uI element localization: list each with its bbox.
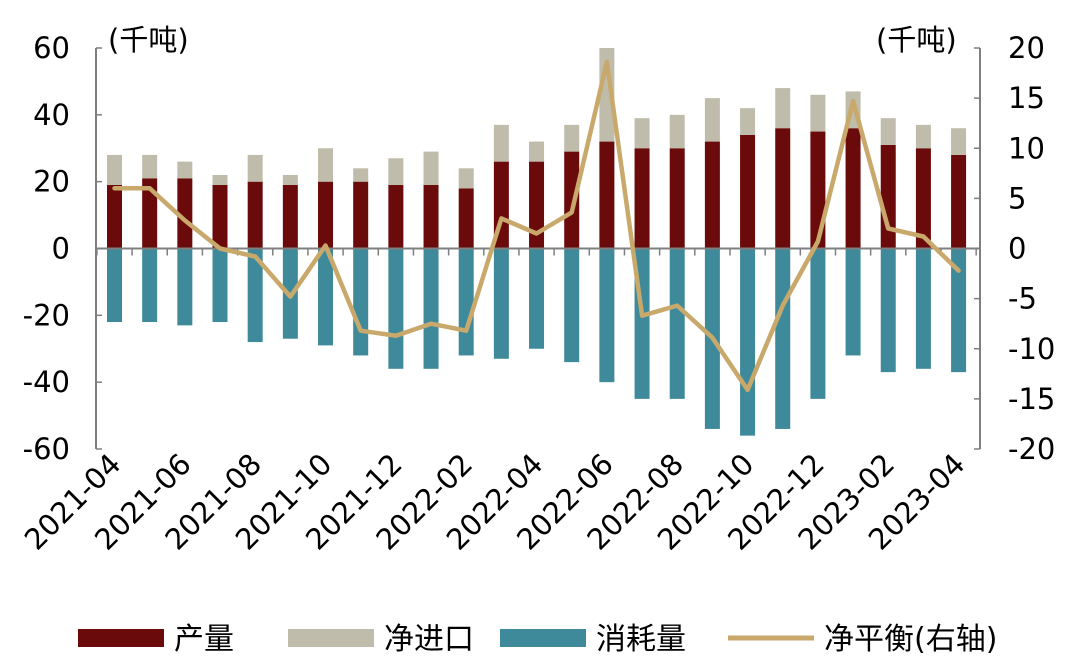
- bar-consumption: [177, 248, 193, 326]
- bar-consumption: [318, 248, 334, 346]
- bar-production: [669, 148, 685, 249]
- right-tick-label: -20: [1008, 432, 1055, 466]
- bar-production: [282, 185, 298, 249]
- bar-consumption: [247, 248, 263, 343]
- bar-net-import: [915, 124, 931, 149]
- bar-consumption: [423, 248, 439, 369]
- bars-layer: [107, 48, 967, 436]
- bar-production: [880, 144, 896, 249]
- bar-production: [529, 161, 545, 249]
- bar-production: [318, 181, 334, 249]
- bar-production: [915, 148, 931, 249]
- legend-label: 产量: [174, 622, 234, 657]
- bar-net-import: [353, 168, 369, 182]
- right-tick-label: -15: [1008, 382, 1055, 416]
- bar-consumption: [845, 248, 861, 356]
- net-balance-line-layer: [112, 59, 961, 393]
- bar-net-import: [951, 128, 967, 155]
- bar-net-import: [142, 154, 158, 179]
- bar-net-import: [880, 118, 896, 145]
- bar-net-import: [318, 148, 334, 182]
- right-axis-unit: (千吨): [876, 23, 957, 57]
- bar-production: [423, 185, 439, 249]
- bar-net-import: [704, 98, 720, 142]
- bar-consumption: [107, 248, 122, 323]
- bar-consumption: [564, 248, 580, 363]
- bar-net-import: [388, 158, 404, 186]
- right-tick-label: 0: [1008, 232, 1026, 266]
- bar-net-import: [247, 154, 263, 182]
- left-tick-label: -40: [23, 365, 70, 399]
- bar-net-import: [564, 124, 580, 152]
- legend: 产量 净进口 消耗量 净平衡(右轴): [78, 622, 997, 657]
- bar-production: [740, 134, 756, 249]
- bar-production: [177, 178, 193, 249]
- bar-net-import: [423, 151, 439, 186]
- bar-consumption: [529, 248, 545, 349]
- axes-layer: [95, 47, 981, 450]
- bar-consumption: [915, 248, 931, 369]
- bar-production: [810, 131, 826, 249]
- bar-net-import: [740, 108, 756, 135]
- left-axis-unit: (千吨): [108, 23, 189, 57]
- left-tick-label: -60: [23, 432, 70, 466]
- left-tick-label: 0: [52, 232, 70, 266]
- bar-production: [142, 178, 158, 249]
- bar-consumption: [599, 248, 615, 383]
- left-tick-label: 20: [33, 165, 70, 199]
- bar-production: [951, 154, 967, 249]
- legend-label: 消耗量: [596, 622, 686, 657]
- bar-consumption: [353, 248, 369, 356]
- bar-production: [388, 185, 404, 249]
- bar-production: [634, 148, 650, 249]
- bar-consumption: [951, 248, 967, 373]
- bar-consumption: [740, 248, 756, 436]
- bar-production: [564, 151, 580, 249]
- bar-production: [599, 141, 615, 249]
- bar-consumption: [493, 248, 509, 359]
- bar-net-import: [212, 174, 228, 186]
- bar-consumption: [212, 248, 228, 323]
- legend-label: 净进口: [384, 622, 474, 657]
- bar-net-import: [107, 154, 122, 186]
- right-tick-label: 10: [1008, 131, 1045, 165]
- bar-net-import: [810, 94, 826, 132]
- legend-swatch-production: [78, 629, 164, 647]
- bar-net-import: [634, 118, 650, 149]
- bar-consumption: [388, 248, 404, 369]
- legend-swatch-consumption: [500, 629, 586, 647]
- bar-production: [247, 181, 263, 249]
- bar-consumption: [669, 248, 685, 399]
- bar-net-import: [529, 141, 545, 162]
- bar-net-import: [458, 168, 474, 189]
- right-tick-label: -5: [1008, 282, 1037, 316]
- left-tick-label: 60: [33, 31, 70, 65]
- bar-production: [458, 188, 474, 249]
- bar-net-import: [669, 114, 685, 149]
- left-tick-label: 40: [33, 98, 70, 132]
- left-tick-label: -20: [23, 298, 70, 332]
- legend-label: 净平衡(右轴): [824, 622, 997, 657]
- bar-net-import: [493, 124, 509, 162]
- right-tick-label: 15: [1008, 81, 1045, 115]
- bar-net-import: [775, 88, 791, 129]
- bar-production: [212, 185, 228, 249]
- legend-swatch-net-import: [288, 629, 374, 647]
- bar-production: [353, 181, 369, 249]
- bar-net-import: [282, 174, 298, 186]
- bar-production: [775, 128, 791, 249]
- bar-consumption: [458, 248, 474, 356]
- bar-consumption: [810, 248, 826, 399]
- bar-production: [704, 141, 720, 249]
- bar-consumption: [880, 248, 896, 373]
- right-tick-label: -10: [1008, 332, 1055, 366]
- right-tick-label: 20: [1008, 31, 1045, 65]
- bar-consumption: [775, 248, 791, 429]
- bar-production: [107, 185, 122, 249]
- bar-consumption: [142, 248, 158, 323]
- bar-net-import: [177, 161, 193, 179]
- right-tick-label: 5: [1008, 181, 1026, 215]
- bar-production: [845, 128, 861, 249]
